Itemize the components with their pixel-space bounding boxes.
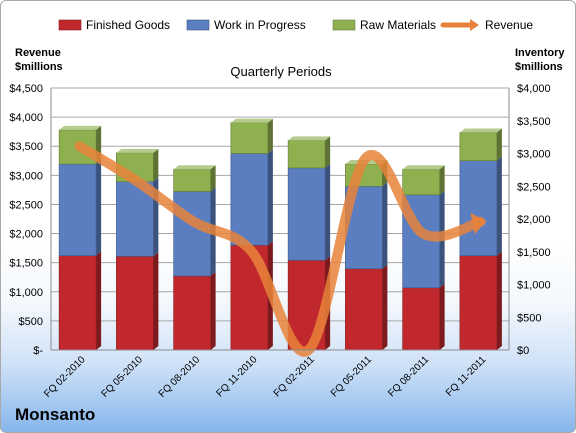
bar-raw-materials-side <box>210 165 216 192</box>
left-axis-title-line2: $millions <box>15 61 63 73</box>
x-tick-label: FQ 02-2010 <box>42 354 88 400</box>
bar-raw-materials <box>402 168 440 196</box>
bar-raw-materials-top <box>288 136 331 141</box>
company-name: Monsanto <box>15 405 96 424</box>
right-tick-label: $1,000 <box>517 280 551 292</box>
bar-finished-goods-side <box>96 251 102 350</box>
bar-finished-goods <box>345 268 383 351</box>
bar-raw-materials-top <box>173 165 216 170</box>
bar-work-in-progress <box>58 163 97 256</box>
bar-raw-materials-top <box>402 165 445 170</box>
bar-raw-materials-side <box>325 136 331 168</box>
left-tick-label: $500 <box>19 316 43 328</box>
right-tick-label: $3,500 <box>517 116 551 128</box>
bar-raw-materials-top <box>459 128 502 133</box>
left-tick-label: $- <box>33 345 43 357</box>
left-tick-label: $3,500 <box>9 141 43 153</box>
legend-swatch-raw-materials <box>332 19 356 31</box>
x-tick-label: FQ 08-2010 <box>157 354 203 400</box>
right-tick-label: $4,000 <box>517 83 551 95</box>
x-tick-label: FQ 02-2011 <box>272 354 317 399</box>
right-tick-label: $1,500 <box>517 247 551 259</box>
left-tick-label: $2,500 <box>9 199 43 211</box>
left-tick-label: $4,500 <box>9 83 43 95</box>
left-axis-title-line1: Revenue <box>15 47 61 59</box>
x-tick-label: FQ 11-2010 <box>215 354 260 399</box>
right-tick-label: $2,000 <box>517 214 551 226</box>
bar-raw-materials-side <box>267 118 273 154</box>
x-tick-label: FQ 11-2011 <box>444 354 489 399</box>
right-tick-label: $500 <box>517 312 541 324</box>
right-tick-label: $2,500 <box>517 181 551 193</box>
bar-raw-materials-side <box>439 165 445 195</box>
bar-raw-materials <box>287 140 326 169</box>
bar-raw-materials-top <box>230 118 273 123</box>
bar-work-in-progress-side <box>325 163 331 261</box>
legend-label-finished-goods: Finished Goods <box>86 18 170 32</box>
x-tick-label: FQ 05-2011 <box>329 354 374 399</box>
left-tick-label: $2,000 <box>9 229 43 241</box>
bar-finished-goods <box>58 255 97 351</box>
right-axis-title-line1: Inventory <box>515 47 565 59</box>
bar-finished-goods <box>173 275 211 351</box>
bar-finished-goods <box>116 256 154 351</box>
legend-swatch-work-in-progress <box>186 19 210 31</box>
x-tick-label: FQ 05-2010 <box>99 354 145 400</box>
bar-raw-materials <box>230 122 269 154</box>
bar-work-in-progress <box>173 191 211 277</box>
bar-raw-materials-top <box>59 125 102 130</box>
bar-raw-materials-side <box>153 148 159 182</box>
bar-work-in-progress-side <box>267 149 273 246</box>
bar-finished-goods-side <box>153 252 159 350</box>
bar-work-in-progress-side <box>496 156 502 256</box>
bar-raw-materials <box>173 168 211 192</box>
bar-finished-goods <box>459 255 498 351</box>
bar-raw-materials <box>459 132 498 162</box>
chart-title: Quarterly Periods <box>230 64 332 79</box>
left-tick-label: $4,000 <box>9 112 43 124</box>
bar-work-in-progress <box>287 167 326 261</box>
bar-raw-materials-top <box>116 148 159 153</box>
left-tick-label: $1,000 <box>9 287 43 299</box>
bar-work-in-progress-side <box>96 159 102 256</box>
x-tick-label: FQ 08-2011 <box>386 354 431 399</box>
legend-swatch-finished-goods <box>58 19 82 31</box>
bar-work-in-progress-side <box>382 182 388 269</box>
legend-label-revenue: Revenue <box>485 18 533 32</box>
legend-label-work-in-progress: Work in Progress <box>214 18 306 32</box>
bar-work-in-progress <box>459 160 498 256</box>
right-axis-title-line2: $millions <box>515 61 563 73</box>
right-tick-label: $3,000 <box>517 149 551 161</box>
revenue-arrowhead <box>470 212 487 235</box>
bar-raw-materials-side <box>496 128 502 161</box>
bar-finished-goods-side <box>496 251 502 350</box>
left-tick-label: $3,000 <box>9 170 43 182</box>
bar-work-in-progress <box>230 153 269 246</box>
bar-finished-goods-side <box>210 271 216 350</box>
right-tick-label: $0 <box>517 345 529 357</box>
legend-arrow-revenue <box>470 19 479 31</box>
bar-finished-goods-side <box>439 283 445 350</box>
bar-finished-goods-side <box>382 264 388 350</box>
legend-label-raw-materials: Raw Materials <box>360 18 436 32</box>
bar-finished-goods <box>402 287 440 351</box>
left-tick-label: $1,500 <box>9 258 43 270</box>
